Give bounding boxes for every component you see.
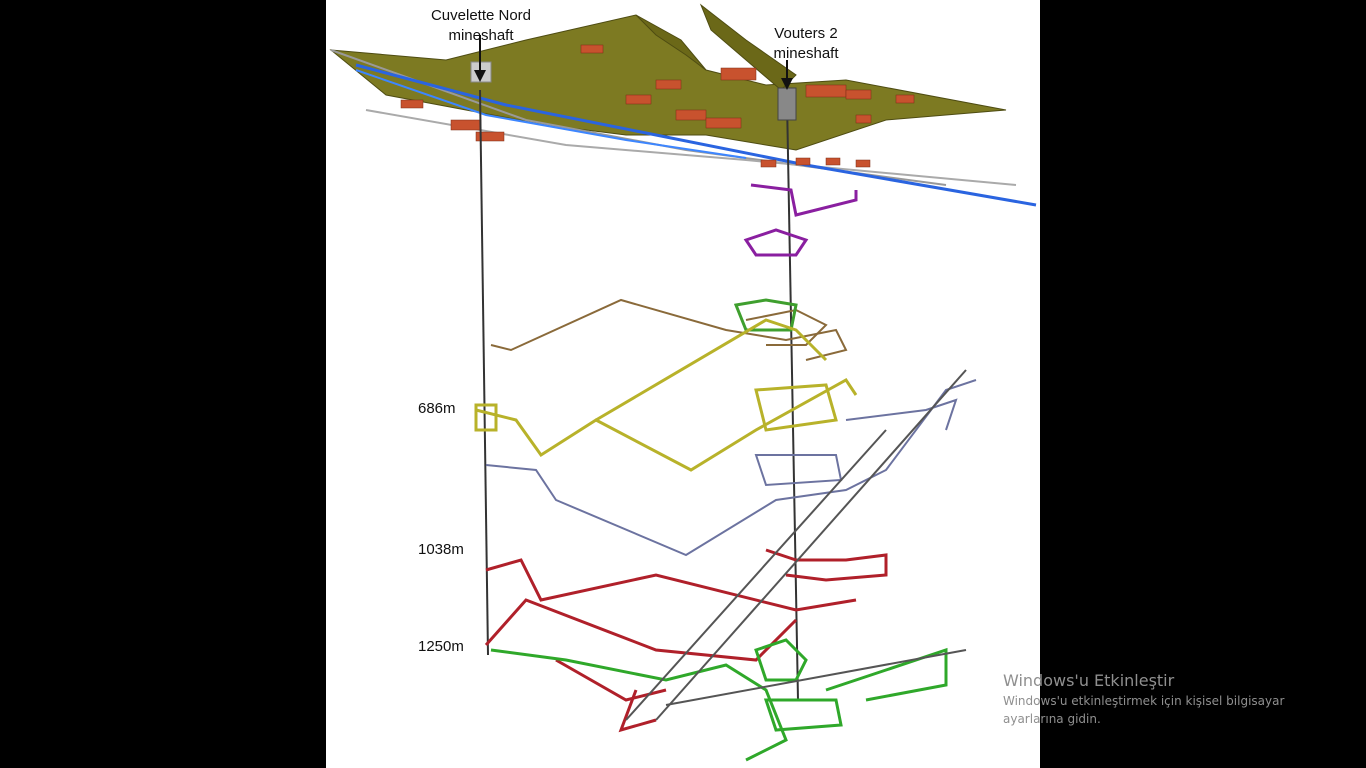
building xyxy=(625,94,652,105)
building xyxy=(450,119,482,131)
building xyxy=(855,159,871,168)
stage-path xyxy=(745,308,828,346)
stage-slate xyxy=(485,379,977,557)
stage-upper xyxy=(743,183,858,257)
stage-brown xyxy=(490,298,848,361)
building xyxy=(805,84,847,98)
mine-3d-diagram xyxy=(329,3,1037,762)
stage-path xyxy=(475,378,858,472)
building xyxy=(845,89,872,100)
drift-line xyxy=(625,429,887,721)
stage-path xyxy=(733,298,798,332)
stage-path xyxy=(490,298,848,361)
stage-path xyxy=(474,403,498,432)
building xyxy=(675,109,707,121)
stage-red xyxy=(484,548,888,733)
surface-buildings xyxy=(400,44,915,168)
activation-line-2: ayarlarına gidin. xyxy=(1003,712,1101,726)
stage-path xyxy=(485,379,977,557)
stage-path xyxy=(763,698,843,732)
inclined-drifts xyxy=(625,369,967,721)
waterway-line xyxy=(355,63,1037,207)
depth-label-1038m: 1038m xyxy=(418,541,464,558)
activation-line-1: Windows'u etkinleştirmek için kişisel bi… xyxy=(1003,694,1285,708)
depth-label-1250m: 1250m xyxy=(418,638,464,655)
stage-path xyxy=(490,648,788,762)
stage-path xyxy=(485,558,857,612)
building xyxy=(895,94,915,104)
building xyxy=(825,157,841,166)
stage-path xyxy=(825,647,948,702)
vouters-2-title-line2: mineshaft xyxy=(773,45,839,62)
stage-path xyxy=(484,598,798,662)
building xyxy=(400,99,424,109)
arrow-head xyxy=(781,78,793,90)
depth-label-686m: 686m xyxy=(418,400,456,417)
cuvelette-nord-title-line1: Cuvelette Nord xyxy=(430,7,532,24)
vouters-2-title: Vouters 2 mineshaft xyxy=(751,24,861,64)
activation-title: Windows'u Etkinleştir xyxy=(1003,671,1175,690)
stage-path xyxy=(754,638,808,682)
cuvelette-nord-shaft xyxy=(479,89,489,656)
cuvelette-nord-title: Cuvelette Nord mineshaft xyxy=(426,6,536,46)
vouters-headframe xyxy=(777,87,797,121)
vouters-2-shaft xyxy=(786,99,799,701)
stage-green-top xyxy=(733,298,798,332)
stage-path xyxy=(754,383,838,432)
shafts xyxy=(479,89,799,701)
building xyxy=(655,79,682,90)
mine-diagram-figure: Cuvelette Nord mineshaft Vouters 2 mines… xyxy=(326,0,1040,768)
stage-path xyxy=(845,398,958,431)
stage-green-bottom xyxy=(490,638,948,762)
windows-activation-watermark: Windows'u Etkinleştir Windows'u etkinleş… xyxy=(1003,670,1343,728)
stage-path xyxy=(595,318,828,422)
stage-path xyxy=(750,183,858,217)
waterway-branch xyxy=(355,69,747,159)
building xyxy=(580,44,604,54)
building xyxy=(795,157,811,166)
stage-path xyxy=(618,689,657,733)
vouters-2-title-line1: Vouters 2 xyxy=(774,25,838,42)
stage-path xyxy=(754,454,843,487)
building xyxy=(855,114,872,124)
stage-path xyxy=(555,658,667,702)
stage-olive xyxy=(474,318,858,472)
shaft-arrows xyxy=(474,35,793,90)
drift-line xyxy=(655,369,967,721)
stage-path xyxy=(743,228,809,257)
building xyxy=(475,131,505,142)
cuvelette-nord-title-line2: mineshaft xyxy=(448,27,514,44)
building xyxy=(705,117,742,129)
building xyxy=(760,159,777,168)
stage-path xyxy=(765,548,888,582)
building xyxy=(720,67,757,81)
drift-line xyxy=(665,649,967,706)
arrow-head xyxy=(474,70,486,82)
terrain-ridge-north xyxy=(635,14,707,71)
